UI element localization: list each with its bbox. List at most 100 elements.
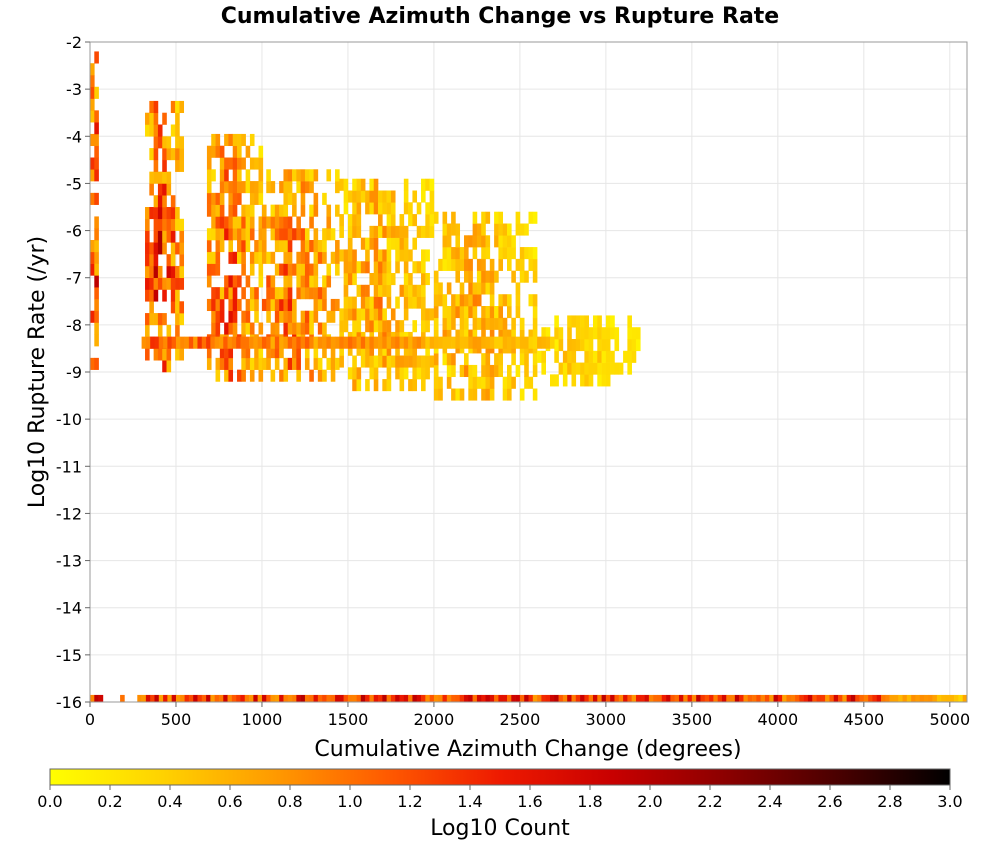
heatmap-cell (360, 343, 366, 356)
heatmap-cell (245, 169, 251, 182)
heatmap-cell (425, 225, 430, 238)
heatmap-cell (567, 339, 572, 352)
heatmap-cell (292, 310, 297, 323)
heatmap-cell (228, 310, 234, 323)
heatmap-cell (179, 136, 185, 149)
heatmap-cell (175, 694, 181, 702)
heatmap-cell (519, 336, 525, 349)
heatmap-cell (442, 329, 448, 342)
heatmap-cell (214, 336, 220, 349)
heatmap-cell (476, 235, 482, 248)
heatmap-cell (343, 273, 349, 286)
heatmap-cell (90, 133, 95, 147)
heatmap-cell (94, 310, 99, 323)
heatmap-cell (322, 275, 327, 288)
heatmap-cell (498, 247, 504, 260)
heatmap-cell (588, 694, 594, 702)
heatmap-cell (283, 694, 289, 702)
heatmap-cell (352, 202, 357, 215)
heatmap-cell (180, 694, 185, 702)
heatmap-cell (567, 350, 572, 363)
heatmap-cell (90, 310, 95, 323)
heatmap-cell (464, 258, 469, 271)
heatmap-cell (567, 327, 572, 340)
heatmap-cell (313, 192, 319, 205)
heatmap-cell (485, 306, 491, 319)
heatmap-cell (605, 362, 611, 375)
heatmap-cell (283, 204, 289, 217)
heatmap-cell (249, 694, 254, 702)
heatmap-cell (524, 223, 529, 236)
heatmap-cell (304, 228, 310, 241)
heatmap-cell (571, 315, 577, 328)
heatmap-cell (261, 216, 267, 229)
heatmap-cell (502, 294, 508, 307)
heatmap-cell (153, 348, 159, 361)
heatmap-cell (206, 694, 211, 702)
heatmap-cell (249, 369, 255, 382)
heatmap-cell (149, 242, 154, 255)
heatmap-cell (90, 192, 95, 205)
heatmap-cell (279, 694, 284, 702)
heatmap-cell (237, 157, 242, 170)
heatmap-cell (532, 270, 538, 283)
heatmap-cell (157, 265, 163, 279)
heatmap-cell (343, 202, 349, 215)
heatmap-cell (292, 336, 297, 349)
heatmap-cell (241, 369, 246, 382)
heatmap-cell (519, 353, 525, 366)
heatmap-cell (554, 327, 559, 340)
heatmap-cell (446, 282, 452, 295)
heatmap-cell (326, 228, 332, 241)
heatmap-cell (90, 86, 95, 99)
heatmap-cell (592, 327, 598, 340)
heatmap-cell (258, 181, 264, 194)
heatmap-cell (317, 322, 323, 335)
heatmap-cell (224, 287, 229, 300)
heatmap-cell (158, 694, 164, 702)
heatmap-cell (153, 218, 159, 231)
heatmap-cell (580, 315, 585, 328)
heatmap-cell (166, 207, 172, 220)
heatmap-cell (157, 183, 163, 196)
heatmap-cell (175, 265, 180, 279)
heatmap-cell (149, 183, 154, 196)
heatmap-cell (464, 306, 469, 319)
heatmap-cell (270, 346, 276, 359)
heatmap-cell (928, 694, 933, 702)
heatmap-cell (313, 204, 319, 217)
heatmap-cell (507, 306, 512, 319)
heatmap-cell (292, 298, 297, 312)
heatmap-cell (605, 374, 611, 387)
heatmap-cell (270, 251, 276, 264)
heatmap-cell (674, 694, 680, 702)
heatmap-cell (352, 273, 357, 286)
heatmap-cell (390, 694, 396, 702)
heatmap-cell (188, 694, 194, 702)
heatmap-cell (373, 694, 379, 702)
heatmap-cell (245, 322, 251, 335)
heatmap-cell (898, 694, 903, 702)
heatmap-cell (386, 694, 392, 702)
heatmap-cell (245, 298, 251, 312)
heatmap-cell (386, 225, 392, 238)
heatmap-cell (287, 240, 293, 253)
heatmap-cell (317, 694, 323, 702)
heatmap-cell (335, 336, 340, 349)
heatmap-cell (455, 235, 461, 248)
heatmap-cell (287, 322, 293, 335)
heatmap-cell (360, 178, 366, 191)
heatmap-cell (296, 322, 301, 335)
heatmap-cell (166, 324, 172, 337)
heatmap-cell (287, 181, 293, 194)
heatmap-cell (464, 247, 469, 260)
heatmap-cell (254, 357, 259, 370)
heatmap-cell (90, 98, 95, 111)
heatmap-cell (330, 357, 336, 370)
heatmap-cell (502, 247, 508, 260)
heatmap-cell (369, 237, 375, 250)
heatmap-cell (153, 289, 159, 302)
heatmap-cell (365, 190, 370, 203)
colorbar-tick-label: 0.8 (277, 792, 302, 811)
heatmap-cell (876, 694, 882, 702)
